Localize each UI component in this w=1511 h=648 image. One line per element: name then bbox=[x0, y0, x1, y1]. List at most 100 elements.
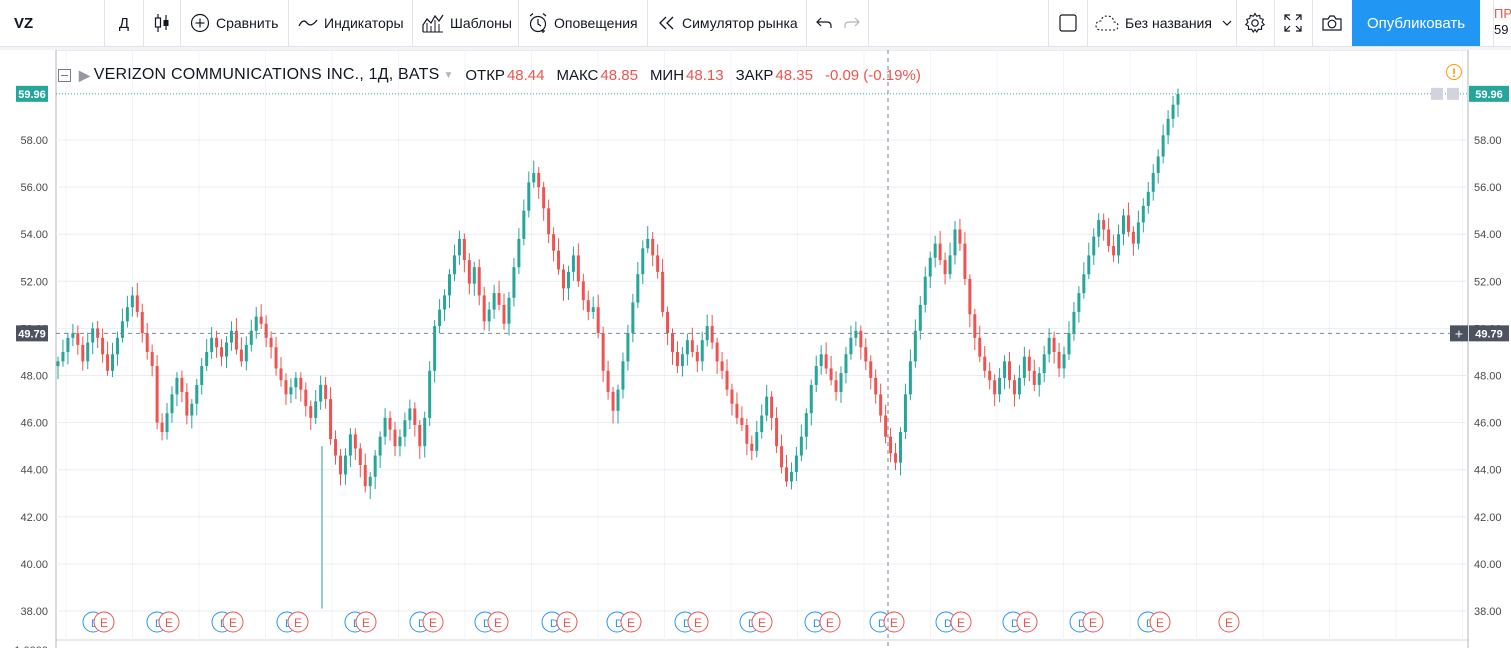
candle-body bbox=[1166, 118, 1170, 136]
series-title[interactable]: VERIZON COMMUNICATIONS INC., 1Д, BATS bbox=[93, 66, 440, 83]
candle-body bbox=[403, 420, 407, 437]
candle-body bbox=[497, 293, 501, 305]
templates-label: Шаблоны bbox=[450, 15, 512, 31]
last-price-badge-right bbox=[1469, 85, 1509, 102]
y-tick-label-right: 48.00 bbox=[1474, 371, 1502, 383]
candle-body bbox=[1008, 361, 1012, 381]
candle-body bbox=[794, 455, 798, 473]
last-price-text-right: 59.96 bbox=[1475, 89, 1503, 101]
candle-body bbox=[591, 307, 595, 312]
candle-body bbox=[561, 269, 565, 289]
high-value: 48.85 bbox=[600, 66, 638, 84]
undo-button[interactable] bbox=[812, 0, 836, 46]
crosshair-badge-left bbox=[16, 325, 48, 342]
earnings-marker-label: E bbox=[694, 616, 702, 630]
candle-body bbox=[903, 394, 907, 433]
candle-body bbox=[210, 337, 214, 352]
divider bbox=[1048, 0, 1049, 46]
candle-body bbox=[413, 408, 417, 425]
candle-body bbox=[938, 243, 942, 261]
publish-button[interactable]: Опубликовать bbox=[1352, 0, 1480, 46]
templates-button[interactable]: Шаблоны bbox=[422, 0, 512, 46]
earnings-marker bbox=[222, 611, 244, 633]
candle-body bbox=[492, 293, 496, 310]
dividend-marker-label: D bbox=[615, 618, 623, 630]
candle-body bbox=[1087, 255, 1091, 275]
candle-body bbox=[249, 330, 253, 345]
alerts-button[interactable]: Оповещения bbox=[528, 0, 638, 46]
earnings-marker-label: E bbox=[826, 616, 834, 630]
plot-frame bbox=[55, 50, 1469, 641]
candle-body bbox=[1176, 93, 1180, 105]
candle-body bbox=[239, 349, 243, 362]
candle-body bbox=[720, 361, 724, 371]
symbol-search-button[interactable]: VZ bbox=[14, 0, 104, 46]
right-panel-edge[interactable]: ПР 59 bbox=[1493, 0, 1511, 46]
warning-icon[interactable]: ! bbox=[1446, 64, 1462, 80]
candle-body bbox=[611, 391, 615, 411]
candle-body bbox=[1171, 104, 1175, 119]
y-tick-label-right: 56.00 bbox=[1474, 182, 1502, 194]
earnings-marker bbox=[1082, 611, 1104, 633]
last-price-badge-left bbox=[16, 85, 48, 102]
price-chart[interactable]: 38.00 38.00 40.00 40.00 42.00 42.00 44.00 44.00… bbox=[0, 50, 1511, 648]
candle-body bbox=[834, 380, 838, 392]
snapshot-button[interactable] bbox=[1313, 0, 1351, 46]
candle-body bbox=[809, 384, 813, 414]
candle-body bbox=[1097, 220, 1101, 237]
candle-body bbox=[547, 208, 551, 235]
indicators-button[interactable]: Индикаторы bbox=[298, 0, 404, 46]
interval-button[interactable]: Д bbox=[105, 0, 143, 46]
candle-body bbox=[433, 326, 437, 371]
earnings-marker bbox=[487, 611, 509, 633]
chevron-down-icon bbox=[1222, 20, 1232, 26]
candle-body bbox=[348, 434, 352, 456]
chart-style-button[interactable] bbox=[144, 0, 180, 46]
replay-button[interactable]: Симулятор рынка bbox=[658, 0, 798, 46]
candle-body bbox=[1117, 234, 1121, 256]
fullscreen-button[interactable] bbox=[1275, 0, 1311, 46]
candle-body bbox=[259, 316, 263, 324]
candle-body bbox=[215, 337, 219, 348]
divider bbox=[806, 0, 807, 46]
layout-name-button[interactable]: Без названия bbox=[1095, 0, 1232, 46]
open-label: ОТКР bbox=[465, 66, 505, 84]
candle-body bbox=[106, 354, 110, 371]
fullscreen-toggle-button[interactable] bbox=[1049, 0, 1087, 46]
series-dropdown-icon[interactable]: ▼ bbox=[443, 69, 454, 81]
candle-body bbox=[373, 455, 377, 477]
candle-body bbox=[482, 295, 486, 322]
candle-body bbox=[1022, 356, 1026, 378]
candle-body bbox=[423, 417, 427, 447]
earnings-marker-label: E bbox=[229, 616, 237, 630]
divider bbox=[868, 0, 869, 46]
rewind-icon bbox=[658, 16, 676, 30]
candle-body bbox=[1077, 293, 1081, 312]
candle-body bbox=[91, 328, 95, 343]
collapse-legend-button[interactable] bbox=[58, 68, 71, 82]
candle-body bbox=[353, 434, 357, 449]
candle-body bbox=[512, 267, 516, 298]
candle-body bbox=[274, 347, 278, 369]
indicators-label: Индикаторы bbox=[324, 15, 404, 31]
candle-body bbox=[1062, 354, 1066, 369]
candle-body bbox=[418, 424, 422, 447]
earnings-marker bbox=[1218, 611, 1240, 633]
earnings-marker-label: E bbox=[165, 616, 173, 630]
candle-body bbox=[958, 229, 962, 244]
candle-body bbox=[269, 337, 273, 348]
compare-button[interactable]: Сравнить bbox=[190, 0, 278, 46]
candle-body bbox=[234, 330, 238, 350]
redo-button[interactable] bbox=[840, 0, 864, 46]
candle-body bbox=[135, 295, 139, 312]
candle-body bbox=[329, 399, 333, 440]
earnings-marker bbox=[950, 611, 972, 633]
settings-button[interactable] bbox=[1237, 0, 1273, 46]
candle-body bbox=[661, 271, 665, 312]
candle-body bbox=[616, 389, 620, 411]
alarm-clock-icon bbox=[528, 12, 548, 34]
candle-body bbox=[472, 267, 476, 284]
candle-body bbox=[963, 243, 967, 279]
candle-body bbox=[314, 401, 318, 418]
divider bbox=[518, 0, 519, 46]
